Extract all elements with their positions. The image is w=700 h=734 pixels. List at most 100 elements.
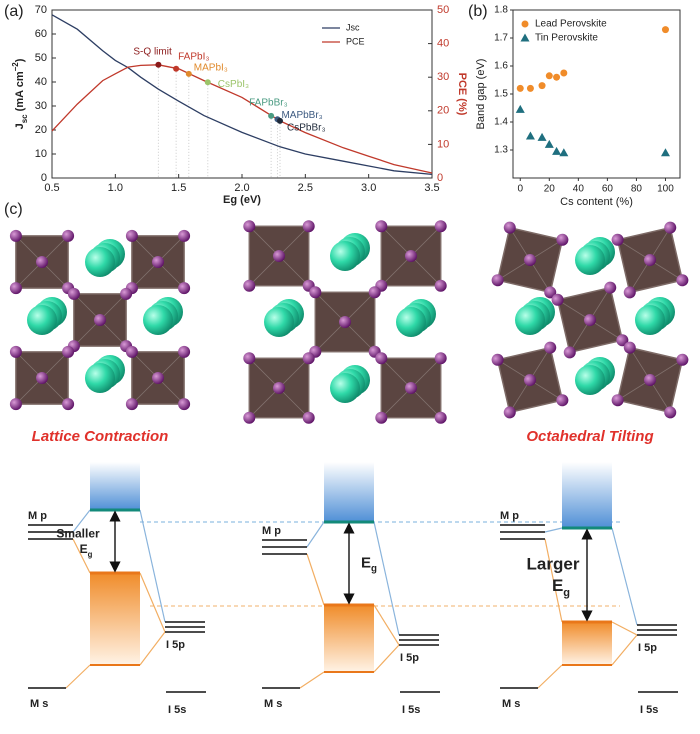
octahedron xyxy=(309,286,381,358)
halide-atom xyxy=(491,353,504,366)
annotation-point xyxy=(155,61,162,68)
halide-atom xyxy=(434,279,447,292)
a-site-cation xyxy=(264,307,294,337)
connector xyxy=(299,553,400,689)
scatter-point xyxy=(553,73,561,81)
annotation-label: CsPbBr₃ xyxy=(287,123,326,134)
halide-atom xyxy=(178,229,191,242)
structure-label: Octahedral Tilting xyxy=(526,428,653,445)
connector xyxy=(537,538,638,689)
octahedron xyxy=(243,352,315,424)
scatter-point xyxy=(552,146,562,155)
annotation-point xyxy=(204,79,211,86)
y2-tick-label: 30 xyxy=(437,71,449,83)
halide-atom xyxy=(644,374,656,386)
a-site-cation xyxy=(575,245,605,275)
gap-symbol: E xyxy=(361,554,371,571)
annotation-point xyxy=(277,117,283,124)
halide-atom xyxy=(375,411,388,424)
y-tick-label: 60 xyxy=(35,28,47,40)
y-axis-label-part: −2 xyxy=(11,62,20,72)
annotation-point xyxy=(185,70,192,77)
connector xyxy=(306,521,400,636)
x-tick-label: 1.0 xyxy=(108,182,123,194)
level-label: M p xyxy=(262,525,281,537)
a-site-cation xyxy=(396,307,426,337)
a-site-cation xyxy=(635,305,665,335)
halide-atom xyxy=(524,254,536,266)
connector xyxy=(72,509,166,623)
conduction-band xyxy=(324,462,374,522)
gap-label: Smaller xyxy=(56,526,100,540)
level-label: I 5s xyxy=(402,704,420,716)
octahedron xyxy=(375,220,447,292)
a-site-cation xyxy=(27,305,57,335)
valence-band xyxy=(562,622,612,665)
a-site-cation xyxy=(515,305,545,335)
x-tick-label: 2.0 xyxy=(234,182,249,194)
x-axis-label: Cs content (%) xyxy=(560,196,633,208)
y-axis-label-part: J xyxy=(14,123,26,129)
x-tick-label: 3.0 xyxy=(361,182,376,194)
y-axis-label-part: sc xyxy=(20,114,29,123)
halide-atom xyxy=(9,398,22,411)
plot-frame xyxy=(51,9,433,179)
annotation-label: CsPbI₃ xyxy=(218,79,249,90)
line-series xyxy=(51,14,433,176)
halide-atom xyxy=(125,229,138,242)
halide-atom xyxy=(152,256,164,268)
halide-atom xyxy=(664,221,677,234)
halide-atom xyxy=(584,314,596,326)
y-tick-label: 20 xyxy=(35,124,47,136)
halide-atom xyxy=(62,229,75,242)
octahedron xyxy=(9,345,75,411)
scatter-point xyxy=(516,84,524,92)
y-tick-label: 1.8 xyxy=(494,5,508,16)
y-tick-label: 70 xyxy=(35,4,47,16)
level-label: I 5s xyxy=(640,704,658,716)
halide-atom xyxy=(339,316,351,328)
halide-atom xyxy=(302,220,315,233)
halide-atom xyxy=(67,287,80,300)
gap-label: Eg xyxy=(80,542,93,558)
halide-atom xyxy=(302,352,315,365)
halide-atom xyxy=(9,229,22,242)
octahedron xyxy=(125,345,191,411)
halide-atom xyxy=(604,281,617,294)
octahedron xyxy=(243,220,315,292)
octahedron xyxy=(491,221,569,299)
halide-atom xyxy=(524,374,536,386)
y-tick-label: 1.4 xyxy=(494,117,508,128)
level-label: I 5s xyxy=(168,704,186,716)
conduction-band xyxy=(562,462,612,528)
scatter-point xyxy=(660,148,670,157)
halide-atom xyxy=(62,398,75,411)
crystal-structure xyxy=(243,220,447,424)
halide-atom xyxy=(676,353,689,366)
halide-atom xyxy=(375,220,388,233)
halide-atom xyxy=(434,352,447,365)
halide-atom xyxy=(434,411,447,424)
y-tick-label: 10 xyxy=(35,148,47,160)
octahedron xyxy=(551,281,629,359)
halide-atom xyxy=(503,406,516,419)
conduction-band xyxy=(90,462,140,510)
y-tick-label: 0 xyxy=(41,172,47,184)
y-tick-label: 30 xyxy=(35,100,47,112)
x-tick-label: 40 xyxy=(573,184,585,195)
octahedron xyxy=(491,341,569,419)
halide-atom xyxy=(120,287,133,300)
halide-atom xyxy=(243,220,256,233)
halide-atom xyxy=(544,286,557,299)
x-tick-label: 0 xyxy=(517,184,523,195)
gap-symbol: E xyxy=(552,576,563,595)
gap-label: Eg xyxy=(361,554,377,574)
halide-atom xyxy=(178,398,191,411)
halide-atom xyxy=(664,406,677,419)
x-tick-label: 80 xyxy=(631,184,643,195)
y-axis-label-part: ) xyxy=(14,58,26,62)
halide-atom xyxy=(644,254,656,266)
halide-atom xyxy=(125,345,138,358)
